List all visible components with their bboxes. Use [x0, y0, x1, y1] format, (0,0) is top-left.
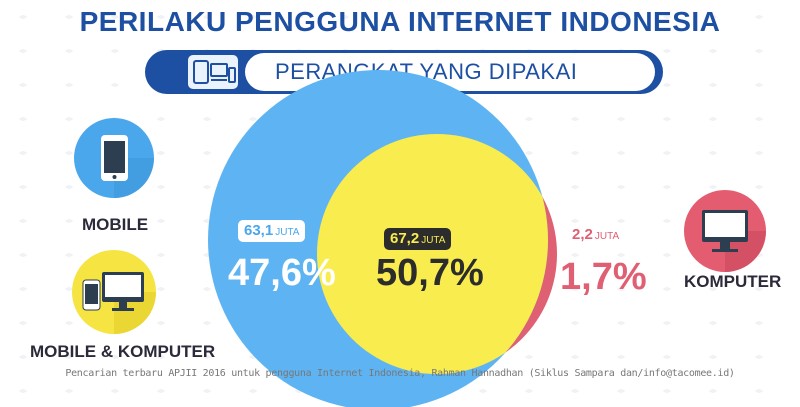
mobile-value: 63,1 — [244, 222, 274, 239]
devices-banner-icon — [186, 53, 240, 91]
both-unit: JUTA — [421, 235, 446, 246]
both-value-badge: 67,2 JUTA — [384, 228, 452, 250]
komputer-value: 2,2 — [572, 226, 593, 243]
mobile-unit: JUTA — [275, 227, 300, 238]
both-value: 67,2 — [390, 230, 420, 247]
label-mobile-komputer: MOBILE & KOMPUTER — [30, 342, 216, 361]
smartphone-icon — [74, 118, 154, 198]
source-footer: Pencarian terbaru APJII 2016 untuk pengg… — [65, 368, 735, 379]
komputer-value-badge: 2,2 JUTA — [566, 224, 626, 246]
komputer-unit: JUTA — [594, 231, 620, 242]
komputer-percent: 1,7% — [560, 256, 647, 298]
devices-icon — [72, 250, 156, 334]
label-mobile: MOBILE — [82, 215, 149, 234]
desktop-monitor-icon — [684, 190, 766, 272]
label-komputer: KOMPUTER — [684, 272, 782, 291]
overlap-region — [317, 134, 548, 374]
mobile-value-badge: 63,1 JUTA — [238, 220, 306, 242]
both-percent: 50,7% — [376, 252, 484, 294]
mobile-percent: 47,6% — [228, 252, 336, 294]
page-title: PERILAKU PENGGUNA INTERNET INDONESIA — [79, 6, 721, 37]
